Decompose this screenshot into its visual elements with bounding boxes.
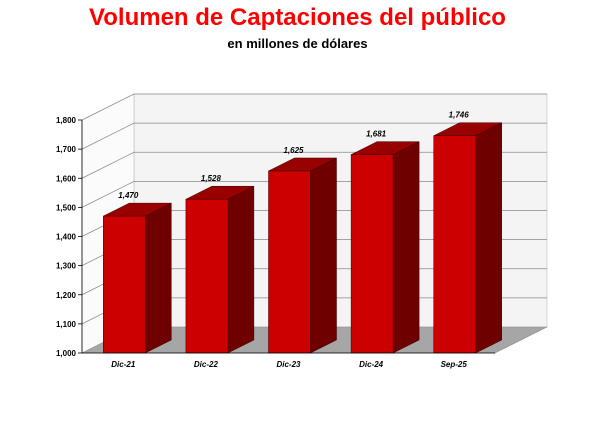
y-tick-label: 1,000 — [56, 349, 77, 358]
y-tick-label: 1,200 — [56, 291, 77, 300]
data-label: 1,681 — [366, 130, 387, 139]
bar-side — [392, 141, 420, 354]
x-tick-label: Sep-25 — [441, 360, 468, 369]
bar-side — [145, 202, 172, 354]
data-label: 1,746 — [449, 111, 470, 120]
data-label: 1,528 — [201, 174, 222, 183]
x-tick-label: Dic-22 — [194, 360, 219, 369]
bar — [268, 170, 311, 354]
x-tick-label: Dic-23 — [276, 360, 301, 369]
bar-side — [475, 122, 502, 354]
gridline — [81, 122, 547, 150]
chart-title: Volumen de Captaciones del público — [89, 4, 506, 31]
y-tick-label: 1,600 — [56, 174, 77, 183]
bar-side — [227, 185, 255, 354]
y-tick-label: 1,700 — [56, 145, 77, 154]
y-tick-label: 1,100 — [56, 320, 77, 329]
bar — [350, 154, 394, 354]
x-tick-label: Dic-21 — [111, 360, 136, 369]
gridline — [81, 93, 547, 121]
bar — [103, 215, 146, 354]
x-tick-label: Dic-24 — [359, 360, 384, 369]
bar-side — [310, 157, 337, 354]
bar — [433, 135, 476, 354]
y-tick-label: 1,500 — [56, 203, 77, 212]
chart-subtitle: en millones de dólares — [227, 36, 368, 51]
bar — [185, 198, 229, 354]
y-tick-label: 1,400 — [56, 233, 77, 242]
y-tick-label: 1,300 — [56, 262, 77, 271]
y-tick-label: 1,800 — [56, 116, 77, 125]
data-label: 1,625 — [283, 146, 304, 155]
data-label: 1,470 — [118, 191, 139, 200]
